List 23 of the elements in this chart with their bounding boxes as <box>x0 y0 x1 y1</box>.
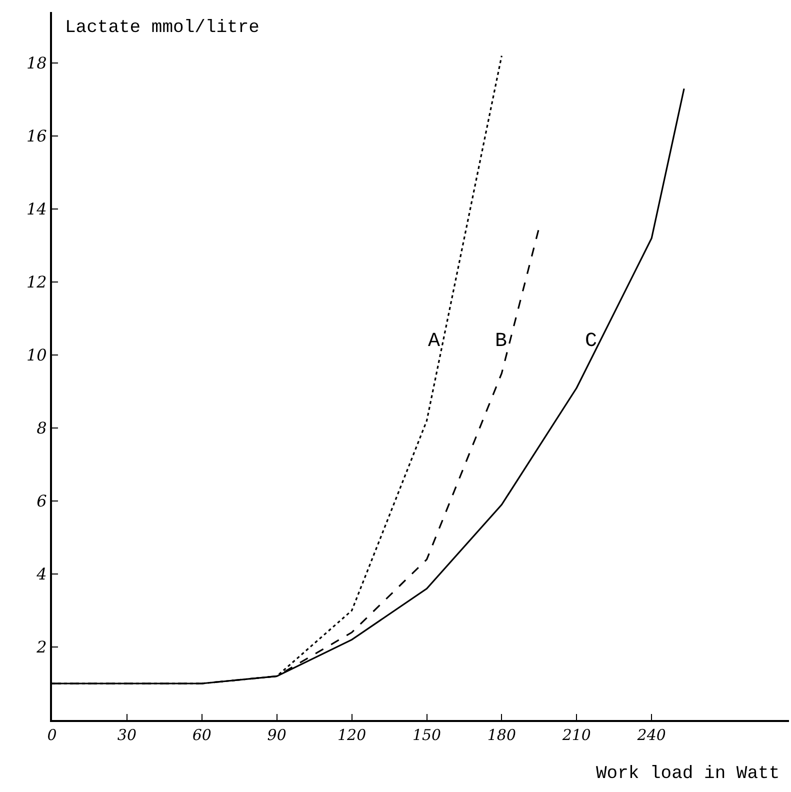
x-tick-label: 30 <box>117 726 137 744</box>
x-tick-label: 150 <box>412 726 442 744</box>
y-tick-label: 14 <box>26 200 47 219</box>
y-tick-label: 4 <box>36 564 47 584</box>
y-axis-title: Lactate mmol/litre <box>65 18 260 38</box>
y-tick-label: 16 <box>26 126 47 146</box>
x-tick-label: 240 <box>636 726 666 744</box>
y-tick-label: 12 <box>26 272 47 292</box>
series-label: B <box>495 330 508 353</box>
x-tick-label: 90 <box>267 726 287 744</box>
y-tick-label: 10 <box>26 346 47 365</box>
y-tick-label: 2 <box>36 638 47 657</box>
x-axis-title: Work load in Watt <box>596 764 780 784</box>
x-tick-label: 0 <box>47 726 58 744</box>
x-tick-label: 120 <box>337 726 367 744</box>
x-tick-label: 60 <box>192 726 212 744</box>
y-tick-label: 18 <box>26 54 47 73</box>
series-label: A <box>428 330 440 353</box>
series-label: C <box>585 330 598 353</box>
x-tick-label: 210 <box>561 726 592 744</box>
y-tick-label: 8 <box>36 418 47 438</box>
x-tick-label: 180 <box>487 726 516 744</box>
y-tick-label: 6 <box>36 492 47 511</box>
